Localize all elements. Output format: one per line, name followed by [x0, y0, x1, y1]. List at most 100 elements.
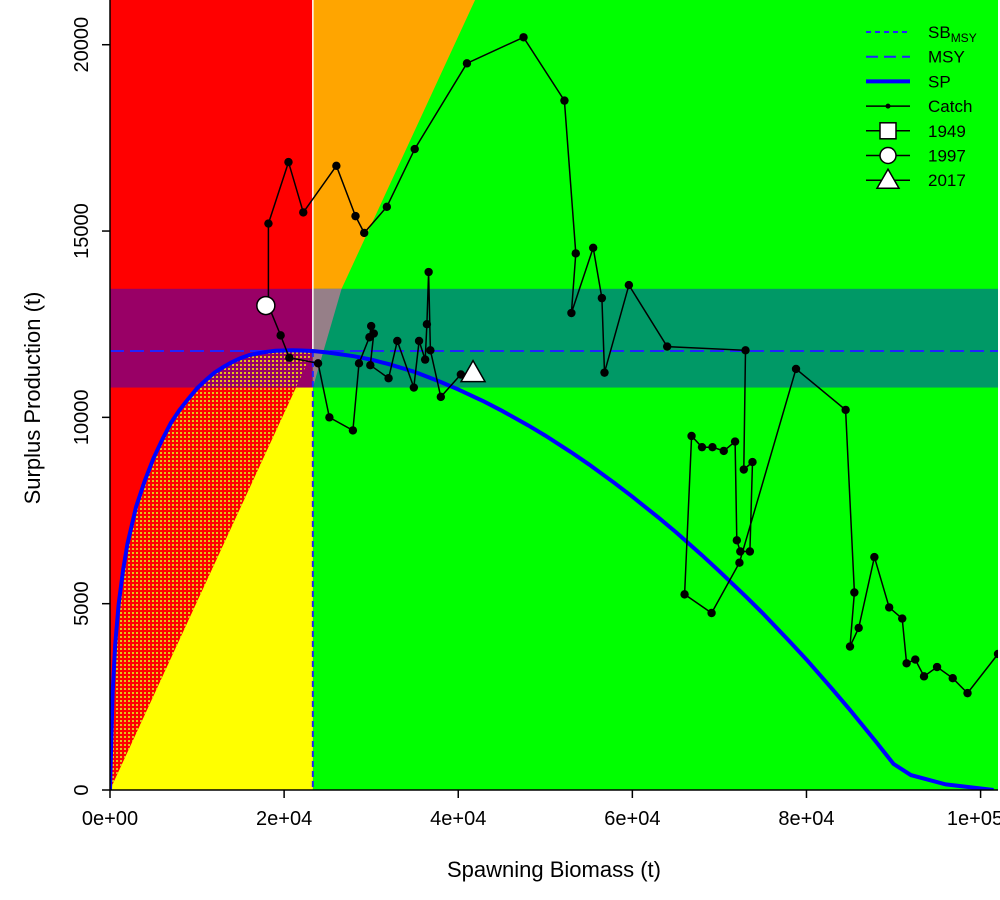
catch-point — [410, 144, 419, 154]
catch-point — [348, 426, 358, 435]
y-axis-title: Surplus Production (t) — [20, 292, 45, 505]
catch-point — [462, 59, 472, 68]
catch-point — [697, 442, 707, 452]
catch-point — [571, 249, 580, 258]
sp-curve — [110, 348, 994, 790]
y-tick-label: 20000 — [71, 17, 93, 73]
catch-point — [567, 308, 576, 318]
catch-point — [384, 374, 393, 383]
catch-point — [325, 413, 334, 422]
catch-point — [597, 293, 607, 303]
catch-point — [841, 405, 850, 415]
legend-swatch-point — [885, 103, 891, 109]
y-axis-ticks: 0 5000 10000 15000 20000 — [71, 17, 110, 796]
catch-point — [366, 321, 376, 331]
legend-label: SP — [928, 72, 951, 91]
catch-point — [708, 442, 717, 452]
catch-point — [624, 280, 634, 290]
legend-item-msy: MSY — [866, 48, 965, 67]
catch-point — [745, 547, 755, 556]
catch-point — [382, 202, 392, 212]
catch-point — [735, 558, 744, 567]
y-tick-label: 15000 — [71, 203, 93, 259]
catch-point — [732, 536, 742, 545]
catch-point — [420, 355, 430, 364]
catch-point — [680, 590, 689, 599]
catch-point — [519, 33, 528, 42]
catch-point — [791, 364, 801, 374]
x-tick-label: 2e+04 — [256, 808, 312, 830]
y-tick-label: 10000 — [71, 390, 93, 446]
catch-point — [911, 655, 920, 664]
catch-point — [264, 219, 273, 228]
legend-label: 1949 — [928, 122, 966, 141]
marker-2017 — [459, 359, 487, 383]
x-tick-label: 0e+00 — [82, 808, 138, 830]
y-tick-label: 0 — [71, 784, 93, 795]
legend-item-1997: 1997 — [866, 147, 966, 166]
catch-point — [707, 608, 716, 618]
legend-label: MSY — [928, 48, 965, 67]
catch-point — [919, 672, 929, 681]
legend-label: 1997 — [928, 147, 966, 166]
catch-point — [741, 346, 750, 355]
x-tick-label: 4e+04 — [430, 808, 486, 830]
catch-point — [719, 446, 728, 456]
catch-point — [332, 161, 341, 171]
catch-point — [299, 208, 308, 217]
legend-label: Catch — [928, 97, 972, 116]
legend-item-sp: SP — [866, 72, 951, 91]
x-tick-label: 6e+04 — [604, 808, 660, 830]
axes: 0e+00 2e+04 4e+04 6e+04 8e+04 1e+05 0 5000 1000… — [20, 0, 1000, 882]
catch-point — [870, 552, 879, 562]
x-axis-ticks: 0e+00 2e+04 4e+04 6e+04 8e+04 1e+05 — [82, 790, 1000, 830]
catch-point — [932, 662, 942, 672]
catch-point — [284, 157, 293, 167]
catch-point — [436, 392, 446, 402]
catch-point — [366, 360, 375, 370]
catch-point — [850, 588, 859, 597]
band-over-orange — [312, 288, 342, 388]
x-axis-title: Spawning Biomass (t) — [447, 857, 661, 882]
legend-swatch-marker — [875, 167, 901, 189]
catch-point — [730, 437, 740, 446]
catch-point — [902, 659, 911, 668]
catch-point — [354, 359, 364, 368]
catch-point — [424, 267, 433, 277]
catch-point — [313, 359, 323, 368]
legend-label-subscript: MSY — [951, 31, 977, 45]
legend-swatch-marker — [879, 146, 897, 165]
catch-point — [369, 329, 378, 338]
x-tick-label: 1e+05 — [947, 808, 1000, 830]
catch-point — [285, 353, 294, 362]
catch-point — [276, 331, 285, 340]
catch-point — [393, 336, 402, 346]
legend-swatch-marker — [879, 122, 897, 140]
catch-point — [687, 431, 696, 441]
catch-point — [993, 649, 998, 659]
catch-point — [414, 336, 424, 346]
x-tick-label: 8e+04 — [778, 808, 834, 830]
marker-1997 — [256, 295, 276, 316]
stippled-region — [110, 350, 313, 790]
catch-point — [560, 96, 569, 105]
catch-point — [884, 603, 894, 612]
catch-point — [360, 228, 369, 238]
zone-orange — [312, 0, 476, 352]
highlight-markers — [256, 295, 487, 383]
y-tick-label: 5000 — [71, 581, 93, 626]
catch-point — [409, 383, 419, 392]
plot-area — [110, 0, 998, 790]
legend-label: 2017 — [928, 171, 966, 190]
catch-point — [748, 457, 757, 467]
catch-point — [456, 370, 466, 379]
catch-point — [898, 614, 907, 623]
catch-point — [600, 368, 609, 377]
catch-point — [739, 465, 748, 474]
catch-point — [854, 623, 863, 633]
catch-point — [588, 243, 598, 253]
catch-point — [845, 642, 855, 651]
catch-point — [662, 342, 672, 351]
catch-point — [736, 547, 745, 556]
